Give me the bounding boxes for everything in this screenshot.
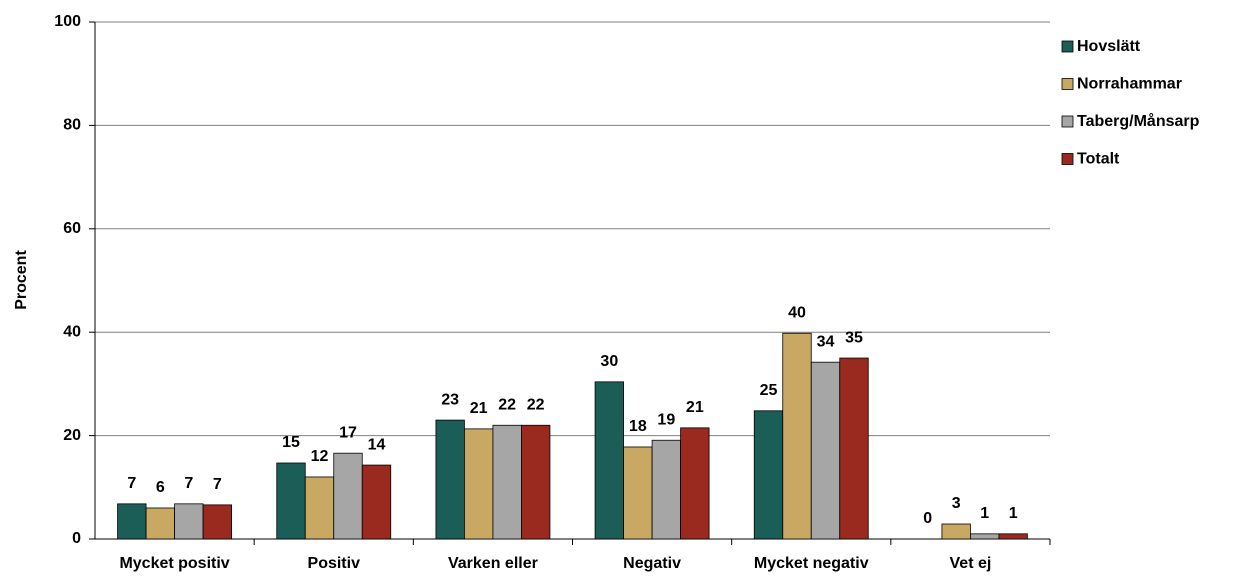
x-tick-label: Mycket positiv: [119, 555, 229, 572]
value-label: 22: [527, 396, 545, 413]
value-label: 35: [845, 329, 863, 346]
legend-label: Hovslätt: [1077, 38, 1141, 55]
value-label: 7: [127, 475, 136, 492]
bar: [117, 503, 147, 540]
bar: [361, 464, 392, 540]
bar: [174, 503, 204, 540]
value-label: 23: [441, 391, 459, 408]
y-tick-label: 40: [63, 323, 81, 340]
value-label: 12: [311, 448, 329, 465]
value-label: 1: [1009, 505, 1018, 522]
y-tick-label: 60: [63, 220, 81, 237]
bar: [521, 424, 551, 540]
bar: [651, 439, 681, 540]
y-tick-label: 20: [63, 427, 81, 444]
bar: [464, 428, 494, 540]
value-label: 7: [184, 475, 193, 492]
value-label: 21: [470, 400, 488, 417]
bar: [202, 504, 232, 540]
x-tick-label: Negativ: [623, 555, 681, 572]
bar: [782, 332, 812, 540]
bar: [839, 357, 869, 540]
legend-label: Totalt: [1077, 151, 1120, 168]
value-label: 21: [686, 399, 704, 416]
value-label: 34: [817, 333, 835, 350]
legend-swatch: [1061, 153, 1074, 165]
bar: [680, 427, 710, 540]
bar: [145, 507, 175, 540]
legend-label: Taberg/Månsarp: [1077, 112, 1200, 130]
bar: [492, 424, 522, 540]
value-label: 19: [657, 411, 675, 428]
value-label: 25: [760, 382, 778, 399]
value-label: 14: [368, 436, 386, 453]
x-tick-label: Positiv: [308, 555, 361, 572]
value-label: 18: [629, 418, 647, 435]
bar: [998, 533, 1028, 540]
x-tick-label: Mycket negativ: [754, 555, 869, 572]
value-label: 0: [923, 510, 932, 527]
bar: [304, 476, 335, 540]
value-label: 15: [282, 434, 300, 451]
legend-swatch: [1061, 78, 1074, 90]
bar: [623, 446, 653, 540]
value-label: 40: [788, 304, 806, 321]
bar: [941, 523, 971, 540]
bar: [594, 381, 624, 540]
legend-swatch: [1061, 40, 1074, 53]
value-label: 17: [339, 424, 357, 441]
value-label: 30: [600, 353, 618, 370]
y-axis-label: Procent: [13, 250, 30, 310]
value-label: 22: [498, 396, 516, 413]
bar: [970, 533, 1000, 540]
bar: [435, 419, 465, 540]
value-label: 7: [213, 476, 222, 493]
y-tick-label: 80: [63, 117, 81, 134]
bar: [333, 452, 363, 540]
x-tick-label: Vet ej: [950, 555, 992, 572]
x-tick-label: Varken eller: [448, 555, 538, 572]
value-label: 3: [952, 495, 961, 512]
y-tick-label: 0: [72, 530, 81, 547]
legend-label: Norrahammar: [1077, 76, 1182, 93]
legend-swatch: [1061, 115, 1074, 128]
bar: [753, 410, 784, 540]
bar: [276, 462, 306, 540]
value-label: 6: [156, 479, 165, 496]
value-label: 1: [980, 505, 989, 522]
bar: [810, 361, 841, 540]
y-tick-label: 100: [54, 13, 81, 30]
